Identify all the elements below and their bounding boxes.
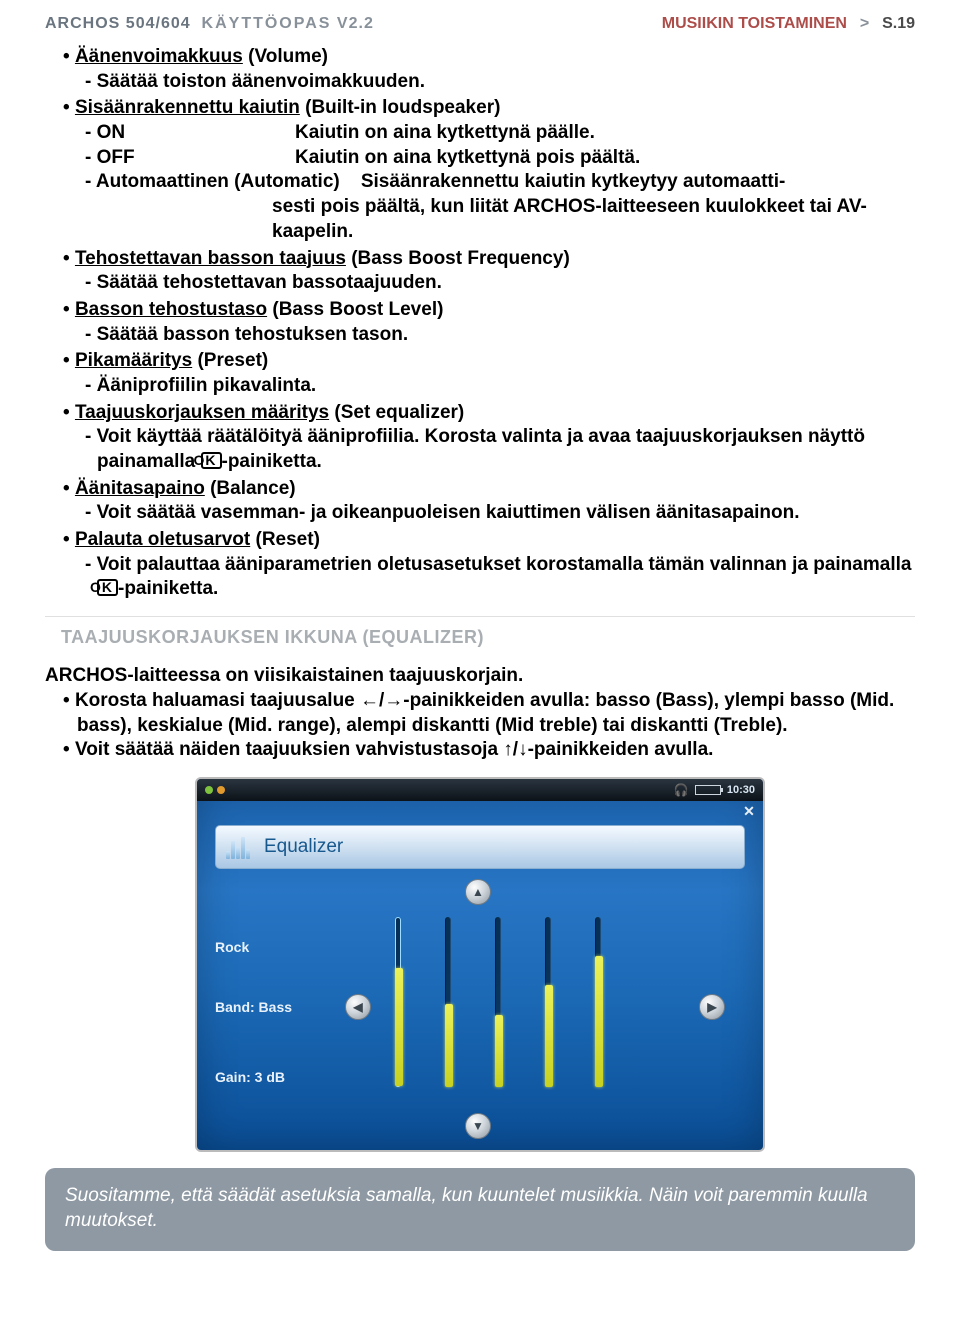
item-sub: Säätää tehostettavan bassotaajuuden.	[77, 271, 915, 296]
status-right: 🎧 10:30	[674, 783, 755, 797]
status-bar: 🎧 10:30	[197, 779, 763, 801]
row-desc-cont: sesti pois päältä, kun liität ARCHOS-lai…	[97, 195, 915, 244]
status-dot-icon	[205, 786, 213, 794]
clock-text: 10:30	[727, 784, 755, 796]
header-left: ARCHOS 504/604 KÄYTTÖOPAS V2.2	[45, 15, 374, 33]
item-title: Taajuuskorjauksen määritys	[75, 402, 329, 423]
breadcrumb: MUSIIKIN TOISTAMINEN	[662, 15, 847, 32]
item-paren: (Balance)	[210, 478, 296, 499]
list-item-volume: Äänenvoimakkuus (Volume) Säätää toiston …	[63, 45, 915, 94]
item-paren: (Bass Boost Frequency)	[351, 248, 570, 269]
sub-post: -painiketta.	[222, 451, 322, 472]
eq-bullet-1: Korosta haluamasi taajuusalue ←/→-painik…	[63, 689, 915, 738]
item-paren: (Reset)	[256, 529, 320, 550]
item-sub: Voit säätää vasemman- ja oikeanpuoleisen…	[77, 501, 915, 526]
page-root: ARCHOS 504/604 KÄYTTÖOPAS V2.2 MUSIIKIN …	[0, 0, 960, 1276]
item-paren: (Bass Boost Level)	[272, 299, 443, 320]
close-icon[interactable]: ✕	[741, 803, 757, 819]
model-text: 504/604	[126, 15, 191, 32]
version-text: V2.2	[337, 15, 374, 32]
equalizer-body: ▲ ◀ ▶ ▼ Rock Band: Bass Gain: 3 dB	[215, 879, 745, 1139]
equalizer-slider[interactable]	[445, 917, 451, 1087]
preset-label: Rock	[215, 939, 249, 955]
item-title: Pikamääritys	[75, 350, 192, 371]
separator: >	[855, 15, 873, 32]
item-paren: (Set equalizer)	[334, 402, 464, 423]
item-subrow-off: OFF Kaiutin on aina kytkettynä pois pääl…	[77, 146, 915, 171]
list-item-reset: Palauta oletusarvot (Reset) Voit palautt…	[63, 528, 915, 602]
equalizer-slider[interactable]	[495, 917, 501, 1087]
nav-left-button[interactable]: ◀	[345, 994, 371, 1020]
item-paren: (Built-in loudspeaker)	[305, 97, 500, 118]
gain-label: Gain: 3 dB	[215, 1069, 285, 1085]
item-title: Äänitasapaino	[75, 478, 205, 499]
list-item-preset: Pikamääritys (Preset) Ääniprofiilin pika…	[63, 349, 915, 398]
header-right: MUSIIKIN TOISTAMINEN > S.19	[662, 15, 915, 33]
row-desc-part1: Sisäänrakennettu kaiutin kytkeytyy autom…	[361, 171, 785, 192]
item-subrow-auto: Automaattinen (Automatic) Sisäänrakennet…	[77, 170, 915, 244]
item-sub: Voit palauttaa ääniparametrien oletusase…	[77, 553, 915, 602]
sub-post: -painiketta.	[118, 578, 218, 599]
manual-text: KÄYTTÖOPAS	[202, 15, 332, 32]
item-subrow-on: ON Kaiutin on aina kytkettynä päälle.	[77, 121, 915, 146]
item-sub: Ääniprofiilin pikavalinta.	[77, 374, 915, 399]
row-label: OFF	[97, 146, 307, 171]
brand-text: ARCHOS	[45, 15, 120, 32]
equalizer-titlebar: Equalizer	[215, 825, 745, 869]
item-title: Äänenvoimakkuus	[75, 46, 243, 67]
list-item-loudspeaker: Sisäänrakennettu kaiutin (Built-in louds…	[63, 96, 915, 244]
list-item-setequalizer: Taajuuskorjauksen määritys (Set equalize…	[63, 401, 915, 475]
battery-icon	[695, 785, 721, 795]
item-sub: Säätää basson tehostuksen tason.	[77, 323, 915, 348]
nav-right-button[interactable]: ▶	[699, 994, 725, 1020]
item-sub: Säätää toiston äänenvoimakkuuden.	[77, 70, 915, 95]
ok-button-icon: OK	[201, 452, 222, 469]
equalizer-sliders	[395, 897, 601, 1087]
list-item-balance: Äänitasapaino (Balance) Voit säätää vase…	[63, 477, 915, 526]
divider	[45, 616, 915, 617]
row-label: Automaattinen (Automatic)	[85, 171, 340, 192]
item-paren: (Preset)	[197, 350, 268, 371]
equalizer-slider[interactable]	[395, 917, 401, 1087]
page-number: 19	[897, 15, 915, 32]
sub-pre: Voit palauttaa ääniparametrien oletusase…	[97, 554, 912, 575]
row-label: ON	[97, 121, 307, 146]
equalizer-slider[interactable]	[595, 917, 601, 1087]
nav-down-button[interactable]: ▼	[465, 1113, 491, 1139]
list-item-bassfreq: Tehostettavan basson taajuus (Bass Boost…	[63, 247, 915, 296]
item-sub: Voit käyttää räätälöityä ääniprofiilia. …	[77, 425, 915, 474]
eq-intro: ARCHOS-laitteessa on viisikaistainen taa…	[45, 664, 915, 689]
row-desc: Kaiutin on aina kytkettynä päälle.	[307, 121, 595, 146]
section-title: TAAJUUSKORJAUKSEN IKKUNA (EQUALIZER)	[45, 627, 915, 648]
ok-button-icon: OK	[97, 579, 118, 596]
settings-list: Äänenvoimakkuus (Volume) Säätää toiston …	[45, 45, 915, 602]
status-dot-icon	[217, 786, 225, 794]
item-title: Tehostettavan basson taajuus	[75, 248, 346, 269]
status-left	[205, 786, 225, 794]
item-title: Palauta oletusarvot	[75, 529, 250, 550]
band-label: Band: Bass	[215, 999, 292, 1015]
page-prefix: S.	[882, 15, 897, 32]
item-title: Basson tehostustaso	[75, 299, 267, 320]
headphone-icon: 🎧	[674, 783, 689, 797]
page-header: ARCHOS 504/604 KÄYTTÖOPAS V2.2 MUSIIKIN …	[45, 15, 915, 37]
row-desc: Kaiutin on aina kytkettynä pois päältä.	[307, 146, 640, 171]
equalizer-slider[interactable]	[545, 917, 551, 1087]
list-item-basslevel: Basson tehostustaso (Bass Boost Level) S…	[63, 298, 915, 347]
equalizer-title: Equalizer	[264, 836, 343, 858]
tip-box: Suositamme, että säädät asetuksia samall…	[45, 1168, 915, 1251]
equalizer-screenshot: 🎧 10:30 ✕ Equalizer ▲ ◀ ▶ ▼ Rock Band: B…	[195, 777, 765, 1152]
item-paren: (Volume)	[248, 46, 328, 67]
equalizer-icon	[226, 835, 254, 859]
eq-bullet-2: Voit säätää näiden taajuuksien vahvistus…	[63, 738, 915, 763]
eq-bullets: Korosta haluamasi taajuusalue ←/→-painik…	[45, 689, 915, 763]
item-title: Sisäänrakennettu kaiutin	[75, 97, 300, 118]
